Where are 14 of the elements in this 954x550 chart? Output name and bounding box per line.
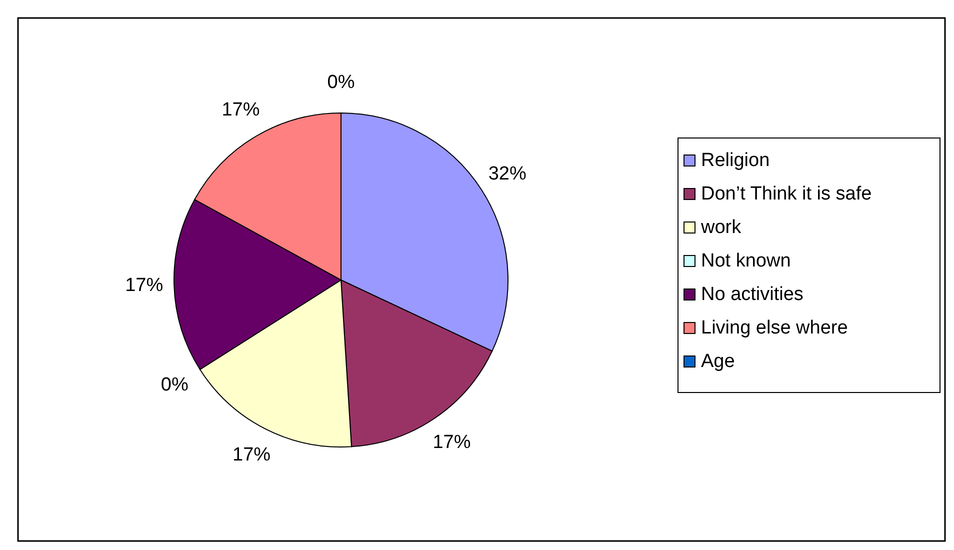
data-label: 17% <box>222 99 260 120</box>
text: 0% <box>160 374 188 396</box>
data-label: 17% <box>232 444 271 466</box>
legend-label: Religion <box>701 150 770 172</box>
legend-label: Not known <box>701 250 791 272</box>
legend-label: No activities <box>701 284 804 306</box>
data-label: 32% <box>488 163 526 184</box>
legend-label: Living else where <box>701 318 848 339</box>
legend-label: Don’t Think it is safe <box>701 184 872 205</box>
data-label: 17% <box>125 275 164 296</box>
legend-label: Age <box>701 351 735 372</box>
legend-label: work <box>700 217 742 238</box>
data-label: 17% <box>432 432 471 453</box>
text: 0% <box>327 72 355 94</box>
